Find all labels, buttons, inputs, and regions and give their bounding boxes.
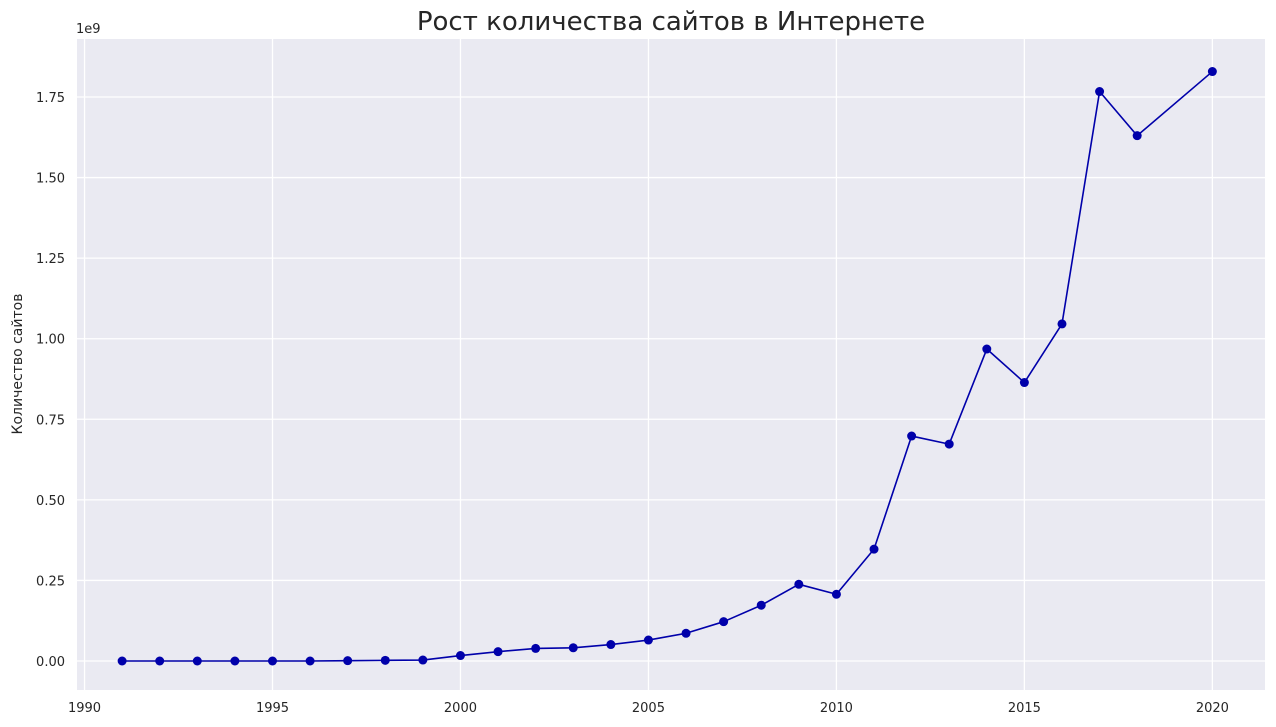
x-tick-labels: 1990 1995 2000 2005 2010 2015 2020 xyxy=(68,701,1229,716)
x-tick-label: 2020 xyxy=(1196,701,1229,716)
data-point xyxy=(1095,87,1105,97)
data-point xyxy=(1057,319,1067,329)
data-point xyxy=(455,651,465,661)
y-tick-label: 0.25 xyxy=(36,574,65,589)
x-grid xyxy=(83,39,1214,690)
data-point xyxy=(192,656,202,666)
x-tick-label: 2015 xyxy=(1008,701,1041,716)
data-point xyxy=(230,656,240,666)
y-tick-label: 1.00 xyxy=(36,333,65,348)
data-point xyxy=(117,656,127,666)
data-point xyxy=(719,617,729,627)
y-tick-label: 1.75 xyxy=(36,91,65,106)
y-tick-label: 1.25 xyxy=(36,252,65,267)
chart-title: Рост количества сайтов в Интернете xyxy=(417,7,925,37)
series-group xyxy=(117,67,1217,666)
data-point xyxy=(343,656,353,666)
y-tick-label: 0.00 xyxy=(36,655,65,670)
data-point xyxy=(267,656,277,666)
y-offset-label: 1e9 xyxy=(76,22,101,37)
data-point xyxy=(756,600,766,610)
data-point xyxy=(1207,67,1217,77)
data-point xyxy=(155,656,165,666)
data-point xyxy=(1132,131,1142,141)
x-tick-label: 2010 xyxy=(820,701,853,716)
y-tick-label: 0.50 xyxy=(36,494,65,509)
data-point xyxy=(305,656,315,666)
data-point xyxy=(531,643,541,653)
data-point xyxy=(493,647,503,657)
plot-area xyxy=(77,39,1265,690)
data-point xyxy=(794,579,804,589)
data-point xyxy=(907,431,917,441)
y-tick-label: 1.50 xyxy=(36,172,65,187)
y-axis-label: Количество сайтов xyxy=(10,294,26,435)
y-tick-labels: 0.00 0.25 0.50 0.75 1.00 1.25 1.50 1.75 xyxy=(36,91,65,670)
x-tick-label: 2005 xyxy=(632,701,665,716)
x-tick-label: 2000 xyxy=(444,701,477,716)
y-tick-label: 0.75 xyxy=(36,413,65,428)
x-tick-label: 1995 xyxy=(256,701,289,716)
y-grid xyxy=(77,96,1265,662)
data-point xyxy=(568,643,578,653)
x-tick-label: 1990 xyxy=(68,701,101,716)
data-point xyxy=(982,344,992,354)
data-point xyxy=(380,655,390,665)
data-point xyxy=(1019,378,1029,388)
data-point xyxy=(869,544,879,554)
data-point xyxy=(606,640,616,650)
data-point xyxy=(418,655,428,665)
data-point xyxy=(681,628,691,638)
data-point xyxy=(944,439,954,449)
data-point xyxy=(831,589,841,599)
data-point xyxy=(643,635,653,645)
